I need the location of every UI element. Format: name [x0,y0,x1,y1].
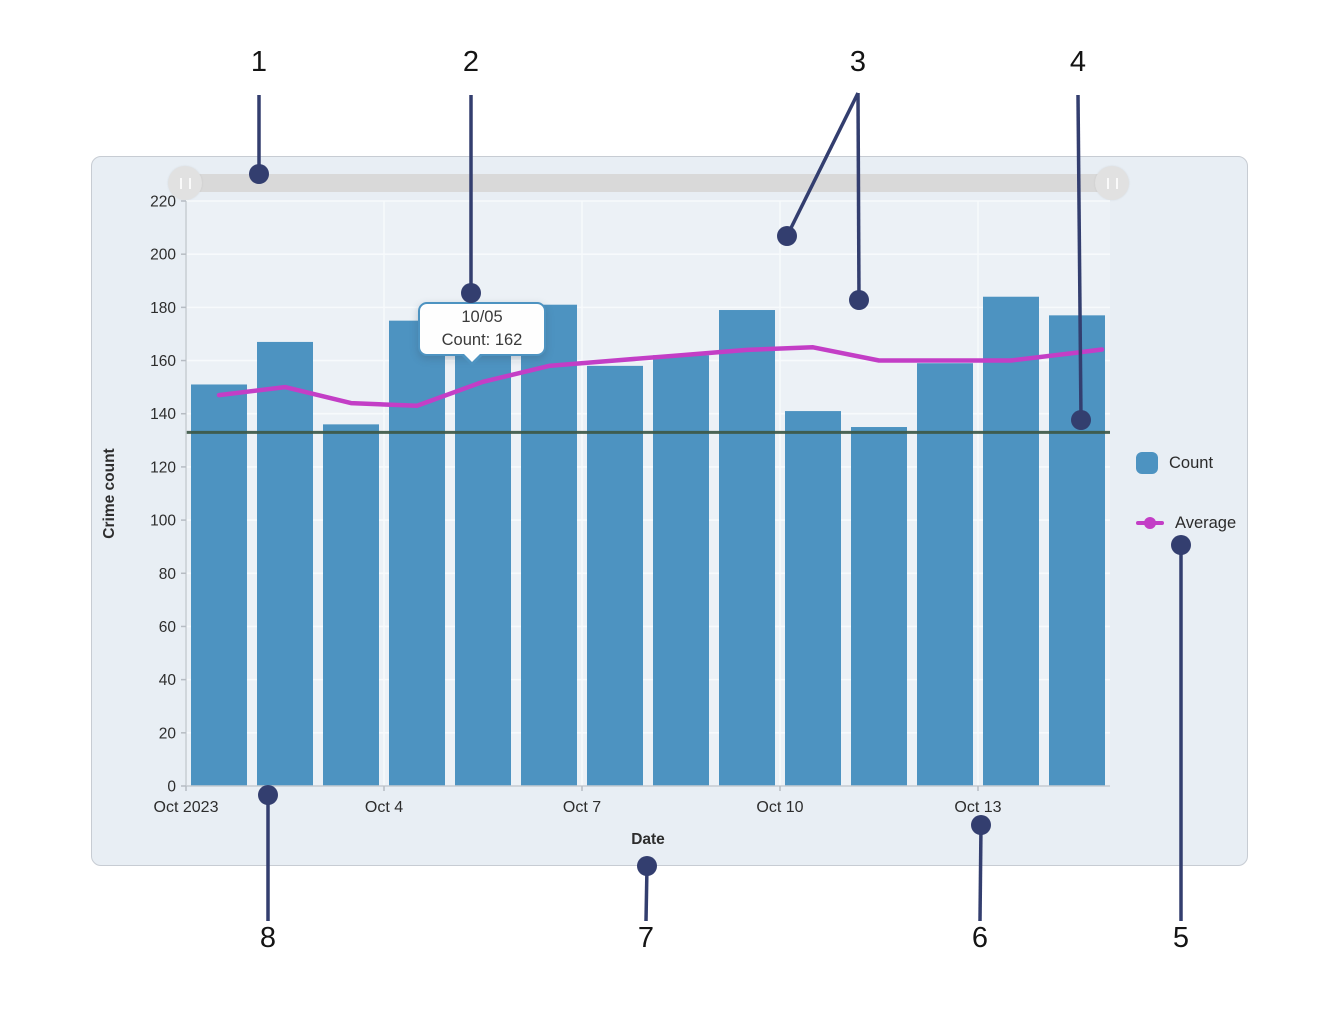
callout-6-label: 6 [971,922,989,954]
bar-oct-1[interactable] [191,384,247,786]
callout-4-label: 4 [1069,46,1087,78]
bar-oct-4[interactable] [389,320,445,786]
callout-7-label: 7 [637,922,655,954]
legend-item-average[interactable]: Average [1136,511,1236,535]
y-tick-label: 100 [150,513,176,530]
chart-range-scrollbar-track[interactable] [185,174,1112,192]
callout-5-label: 5 [1172,922,1190,954]
y-tick-label: 20 [159,725,177,742]
bar-oct-8[interactable] [653,355,709,786]
bar-oct-11[interactable] [851,427,907,786]
x-tick-label: Oct 7 [563,799,601,816]
bar-oct-13[interactable] [983,296,1039,786]
bar-oct-2[interactable] [257,341,313,786]
y-tick-label: 80 [159,566,177,583]
average-line-marker-icon [1136,517,1164,528]
callout-8-label: 8 [259,922,277,954]
bar-oct-10[interactable] [785,411,841,786]
x-tick-label: Oct 13 [954,799,1001,816]
tooltip-date: 10/05 [461,308,503,327]
chart-tooltip: 10/05 Count: 162 [418,302,546,366]
bar-oct-3[interactable] [323,424,379,786]
pause-icon [1106,177,1118,189]
y-tick-label: 220 [150,194,176,211]
y-tick-label: 0 [167,779,176,796]
y-tick-label: 40 [159,672,177,689]
y-tick-label: 60 [159,619,177,636]
bar-oct-5[interactable] [455,355,511,786]
y-tick-label: 180 [150,300,176,317]
callout-2-label: 2 [462,46,480,78]
callout-1-label: 1 [250,46,268,78]
bar-oct-6[interactable] [521,304,577,786]
pause-icon [179,177,191,189]
tooltip-count: Count: 162 [441,331,523,349]
legend-label: Count [1169,453,1214,472]
bar-oct-7[interactable] [587,365,643,786]
y-tick-label: 200 [150,247,176,264]
bar-oct-9[interactable] [719,310,775,786]
x-tick-label: Oct 2023 [154,799,219,816]
count-swatch-icon [1136,452,1158,474]
bar-oct-12[interactable] [917,363,973,786]
scrollbar-left-handle[interactable] [168,166,202,200]
x-axis-title: Date [631,831,665,848]
average-line[interactable] [216,345,1105,409]
chart-legend: Count Average [1136,451,1236,571]
legend-item-count[interactable]: Count [1136,451,1236,475]
chart-card: 0 20 40 60 80 100 120 140 160 180 200 220 Oct 2023 Oc… [91,156,1248,866]
x-tick-label: Oct 4 [365,799,403,816]
x-tick-label: Oct 10 [756,799,803,816]
y-tick-label: 120 [150,459,176,476]
callout-3-label: 3 [849,46,867,78]
legend-label: Average [1175,513,1237,532]
bar-oct-14[interactable] [1049,315,1105,786]
y-tick-label: 160 [150,353,176,370]
scrollbar-right-handle[interactable] [1095,166,1129,200]
crime-count-chart: 0 20 40 60 80 100 120 140 160 180 200 220 Oct 2023 Oc… [101,194,1110,848]
y-axis-title: Crime count [101,448,118,538]
y-tick-label: 140 [150,406,176,423]
